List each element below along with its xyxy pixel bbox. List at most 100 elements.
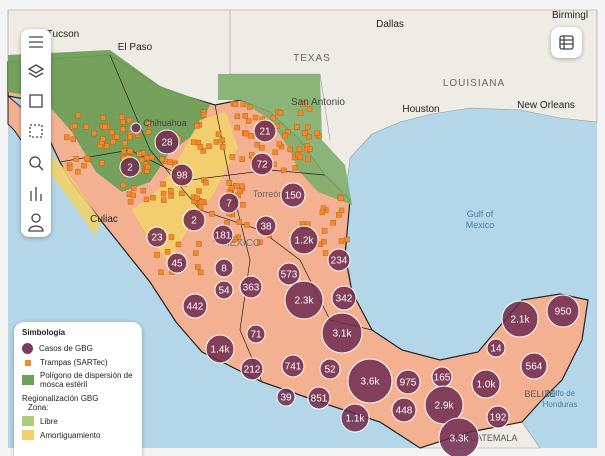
cluster-count: 52 [324, 365, 336, 376]
cluster-count: 72 [256, 160, 268, 171]
trap [114, 133, 120, 140]
case-cluster [239, 275, 263, 299]
trap [234, 124, 240, 131]
trap [259, 144, 265, 151]
trap [66, 165, 73, 171]
trap [145, 121, 152, 127]
case-cluster [391, 397, 417, 423]
trap [219, 137, 226, 143]
cluster-count: 212 [244, 365, 261, 376]
trap [99, 160, 105, 166]
cluster-count: 8 [221, 264, 227, 275]
trap [100, 136, 106, 142]
trap [270, 114, 277, 121]
trap [127, 199, 134, 205]
trap [179, 190, 185, 197]
trap [140, 187, 146, 194]
location-dot [130, 122, 142, 134]
trap [120, 182, 126, 189]
trap [224, 220, 230, 226]
trap [338, 207, 345, 214]
place-label: Golfo de [545, 389, 576, 398]
case-cluster [205, 334, 235, 364]
table-button[interactable] [551, 27, 582, 58]
place-label: BELIZE [524, 389, 555, 399]
case-cluster [182, 293, 208, 319]
trap [301, 130, 308, 136]
trap [121, 140, 128, 147]
trap [168, 193, 174, 199]
legend-item: Amortiguamiento [22, 430, 134, 440]
trap [321, 238, 327, 245]
trap [144, 163, 151, 170]
case-cluster [321, 312, 363, 354]
place-label: Houston [402, 104, 439, 115]
trap [220, 144, 226, 150]
case-cluster [340, 403, 370, 433]
trap [306, 133, 312, 140]
case-cluster [331, 285, 357, 311]
trap [229, 154, 235, 160]
case-cluster [520, 352, 548, 380]
trap [206, 143, 212, 149]
trap [317, 241, 324, 247]
trap [257, 239, 263, 245]
trap [120, 126, 126, 133]
case-cluster [281, 354, 305, 378]
trap [296, 146, 303, 153]
place-label: LOUISIANA [443, 78, 505, 89]
case-cluster [277, 262, 301, 286]
cluster-count: 1.2k [295, 236, 315, 247]
trap [300, 101, 306, 107]
search-icon[interactable] [29, 156, 41, 168]
trap [75, 168, 81, 175]
buffer-zone [132, 112, 238, 262]
place-label: Chihuahua [143, 118, 187, 128]
menu-icon[interactable] [29, 36, 43, 48]
legend-label: Polígono de dispersión de mosca estéril [40, 371, 133, 389]
legend-label: Libre [40, 416, 58, 426]
user-icon[interactable] [31, 213, 41, 223]
trap [306, 106, 313, 112]
case-cluster [170, 163, 194, 187]
cluster-count: 3.1k [333, 329, 353, 340]
cluster-count: 7 [226, 199, 232, 210]
trap [139, 157, 145, 163]
case-cluster [218, 192, 240, 214]
case-cluster [289, 225, 319, 255]
trap [243, 130, 249, 137]
cluster-count: 150 [285, 191, 302, 202]
cluster-count: 1.0k [477, 380, 497, 391]
case-cluster [240, 357, 264, 381]
trap [305, 156, 311, 163]
trap [121, 148, 127, 155]
trap [200, 112, 207, 118]
trap [126, 117, 133, 124]
case-cluster [319, 358, 341, 380]
trap [280, 167, 287, 174]
cluster-count: 851 [311, 394, 328, 405]
select-icon[interactable] [29, 124, 43, 138]
trap [287, 146, 293, 153]
legend-label: Casos de GBG [39, 344, 93, 353]
place-label: Birmingl [552, 10, 588, 21]
place-label: Mexico [466, 220, 495, 230]
trap [338, 195, 344, 202]
layers-icon[interactable] [27, 64, 45, 78]
trap [215, 131, 222, 137]
place-label: Torreón [253, 189, 284, 199]
us-borders [229, 10, 331, 141]
case-cluster [214, 280, 234, 300]
chart-icon[interactable] [30, 187, 42, 201]
trap [236, 219, 243, 225]
trap [175, 241, 182, 248]
trap [136, 151, 142, 157]
qr-icon[interactable] [29, 94, 43, 108]
cluster-count: 192 [490, 413, 507, 424]
trap [232, 101, 239, 107]
trap [252, 114, 259, 121]
legend-item: Trampas (SARTec) [22, 358, 134, 367]
trap [239, 156, 245, 162]
trap [161, 197, 167, 203]
